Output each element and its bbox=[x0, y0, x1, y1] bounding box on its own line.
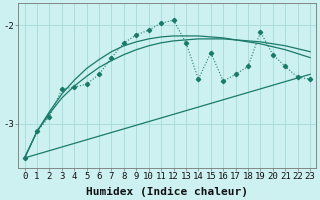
X-axis label: Humidex (Indice chaleur): Humidex (Indice chaleur) bbox=[86, 186, 248, 197]
